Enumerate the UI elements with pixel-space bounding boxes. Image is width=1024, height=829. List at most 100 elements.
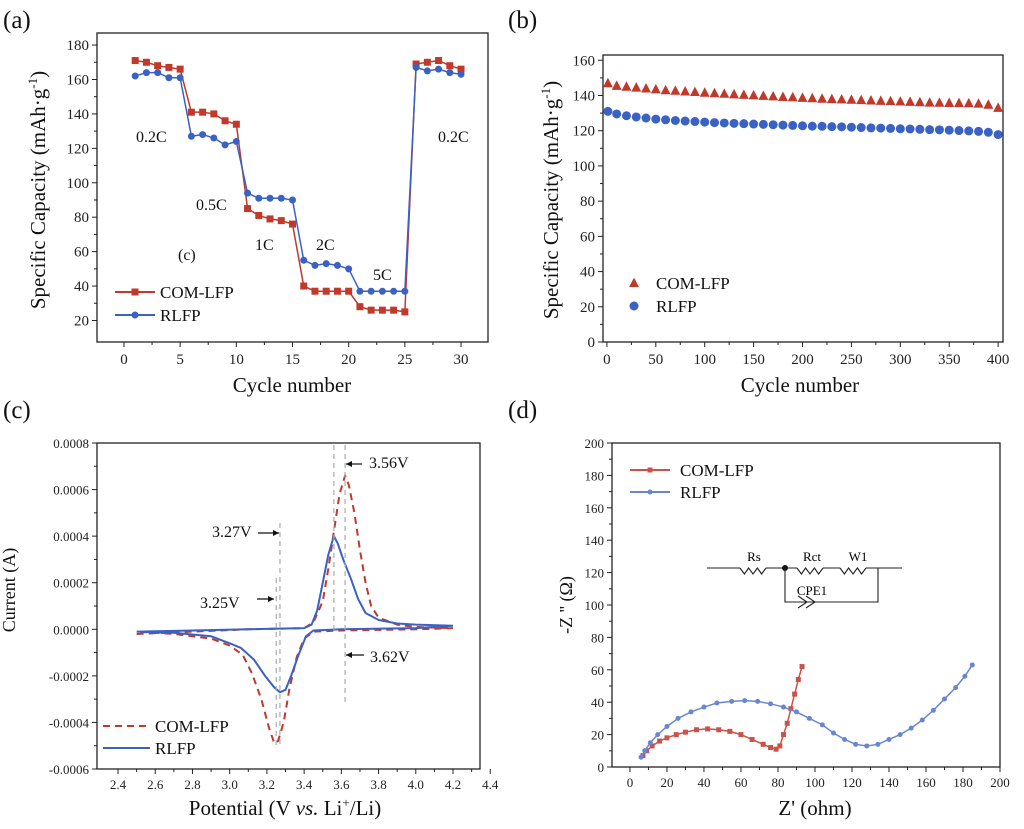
series-line <box>136 533 454 694</box>
data-point <box>650 83 661 94</box>
data-point <box>856 94 867 105</box>
y-tick-label: 140 <box>573 88 596 104</box>
data-point <box>367 306 375 314</box>
rate-annotation: 1C <box>255 237 274 254</box>
data-point <box>700 117 710 127</box>
x-tick-label: 350 <box>938 352 961 368</box>
data-point <box>738 89 749 99</box>
data-point <box>367 287 375 295</box>
series-line <box>136 472 454 745</box>
arrow-head <box>346 461 352 467</box>
data-point <box>842 736 848 742</box>
series-rlfp <box>603 106 1003 140</box>
data-point <box>142 58 150 66</box>
data-point <box>853 741 859 747</box>
x-tick-label: 20 <box>341 352 356 368</box>
data-point <box>768 120 778 130</box>
y-tick-label: 140 <box>585 533 605 548</box>
equivalent-circuit <box>707 565 902 609</box>
data-point <box>885 95 896 106</box>
y-tick-label: 0.0004 <box>53 529 89 544</box>
data-point <box>709 87 720 98</box>
panel-b: (b) 0 50 100 150 200 250 300 350 400 0 20 40 60 80 100 1… <box>508 7 1009 397</box>
y-tick-label: 180 <box>585 468 605 483</box>
y-tick-label: 60 <box>580 229 595 245</box>
data-point <box>602 77 613 88</box>
y-tick-label: 0.0002 <box>53 576 89 591</box>
x-tick-label: 40 <box>697 775 710 790</box>
series-com-lfp <box>602 77 1004 112</box>
rate-annotation: 0.2C <box>136 129 167 146</box>
data-point <box>846 122 856 132</box>
y-tick-label: 100 <box>585 598 605 613</box>
data-point <box>682 729 688 735</box>
data-point <box>232 120 240 128</box>
data-point <box>729 118 739 128</box>
y-tick-label: -0.0002 <box>49 669 89 684</box>
x-tick-label: 15 <box>285 352 300 368</box>
data-point <box>621 81 632 91</box>
data-point <box>675 715 681 721</box>
y-tick-label: 0 <box>588 335 596 351</box>
data-point <box>944 125 954 135</box>
x-tick-label: 160 <box>916 775 936 790</box>
data-point <box>983 99 994 109</box>
data-point <box>807 121 817 131</box>
data-point <box>378 287 386 295</box>
data-point <box>631 82 642 92</box>
x-tick-label: 4.2 <box>445 777 461 792</box>
data-point <box>638 754 644 760</box>
legend-marker <box>647 489 653 495</box>
circuit-wire <box>784 567 902 603</box>
data-point <box>221 117 229 125</box>
resistor-rs-icon <box>739 567 767 575</box>
data-point <box>642 748 648 754</box>
data-point <box>446 69 454 77</box>
data-point <box>755 698 761 704</box>
data-point <box>289 220 296 228</box>
data-point <box>934 97 945 107</box>
data-point <box>963 97 974 108</box>
data-point <box>768 701 774 707</box>
data-point <box>964 126 974 136</box>
y-tick-label: 140 <box>67 107 90 123</box>
cpe-icon <box>797 595 816 609</box>
data-point <box>154 62 162 70</box>
data-point <box>221 141 229 149</box>
data-point <box>709 118 719 128</box>
data-point <box>333 287 341 295</box>
data-point <box>300 282 308 290</box>
data-point <box>289 196 296 204</box>
data-point <box>401 287 409 295</box>
y-axis-label-part: ) <box>539 81 563 88</box>
data-point <box>131 57 139 65</box>
data-point <box>311 287 319 295</box>
data-point <box>784 720 790 726</box>
y-tick-label: -0.0004 <box>49 715 90 730</box>
data-point <box>311 261 319 269</box>
data-point <box>876 123 886 133</box>
y-axis-label: Specific Capacity (mAh·g-1) <box>25 71 50 309</box>
data-point <box>199 131 207 139</box>
data-point <box>661 115 671 125</box>
series-com-lfp <box>136 472 454 745</box>
x-tick-label: 3.8 <box>370 777 386 792</box>
legend-item: RLFP <box>103 739 196 758</box>
data-point <box>210 134 218 142</box>
data-point <box>664 724 670 729</box>
data-point <box>266 215 274 223</box>
data-point <box>830 730 836 736</box>
x-tick-label: 150 <box>742 352 765 368</box>
y-tick-label: 0.0000 <box>53 622 89 637</box>
series-rlfp <box>136 533 454 694</box>
legend-label: COM-LFP <box>160 283 234 302</box>
peak-label: 3.27V <box>212 524 252 541</box>
data-point <box>176 65 184 73</box>
y-tick-label: 60 <box>591 663 604 678</box>
x-tick-label: 10 <box>229 352 244 368</box>
y-axis-label-sup: -1 <box>538 88 553 99</box>
data-point <box>277 217 285 225</box>
data-point <box>827 122 837 132</box>
x-axis-label: Cycle number <box>233 373 351 397</box>
y-tick-label: 20 <box>580 300 595 316</box>
